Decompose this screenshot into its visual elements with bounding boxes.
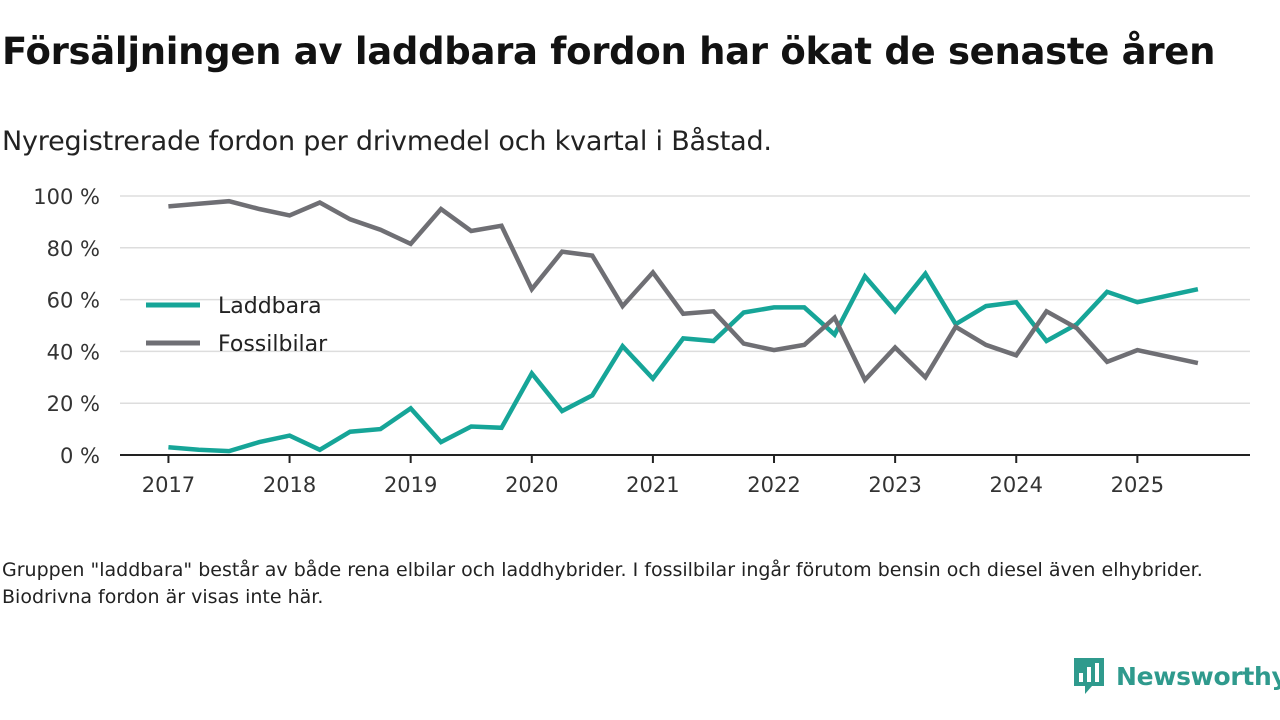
- newsworthy-logo-icon: [1074, 658, 1104, 694]
- chart-title: Försäljningen av laddbara fordon har öka…: [2, 30, 1216, 73]
- y-tick-label: 40 %: [47, 340, 100, 364]
- legend-label-fossilbilar: Fossilbilar: [218, 332, 328, 357]
- legend-label-laddbara: Laddbara: [218, 294, 322, 319]
- y-tick-label: 0 %: [60, 444, 100, 468]
- series-line-laddbara: [168, 269, 1199, 454]
- brand-name: Newsworthy: [1116, 661, 1280, 691]
- brand-logo[interactable]: Newsworthy: [1072, 656, 1280, 696]
- x-tick-label: 2024: [990, 473, 1043, 497]
- x-tick-label: 2025: [1111, 473, 1164, 497]
- series-layer: [168, 198, 1199, 454]
- x-tick-label: 2020: [505, 473, 558, 497]
- x-tick-label: 2019: [384, 473, 437, 497]
- x-tick-label: 2021: [626, 473, 679, 497]
- axis-layer: 0 % 20 % 40 % 60 % 80 % 100 % 2017 2018 2019 2020…: [33, 185, 1250, 497]
- y-tick-label: 100 %: [33, 185, 100, 209]
- grid-layer: [120, 195, 1250, 404]
- x-tick-label: 2018: [263, 473, 316, 497]
- footnote: Gruppen "laddbara" består av både rena e…: [2, 559, 1203, 608]
- y-tick-label: 80 %: [47, 237, 100, 261]
- y-tick-label: 20 %: [47, 392, 100, 416]
- x-tick-label: 2017: [142, 473, 195, 497]
- x-tick-label: 2023: [868, 473, 921, 497]
- chart-subtitle: Nyregistrerade fordon per drivmedel och …: [2, 126, 772, 157]
- legend: Laddbara Fossilbilar: [146, 294, 328, 357]
- x-tick-label: 2022: [747, 473, 800, 497]
- y-tick-label: 60 %: [47, 289, 100, 313]
- series-line-fossilbilar: [168, 198, 1199, 384]
